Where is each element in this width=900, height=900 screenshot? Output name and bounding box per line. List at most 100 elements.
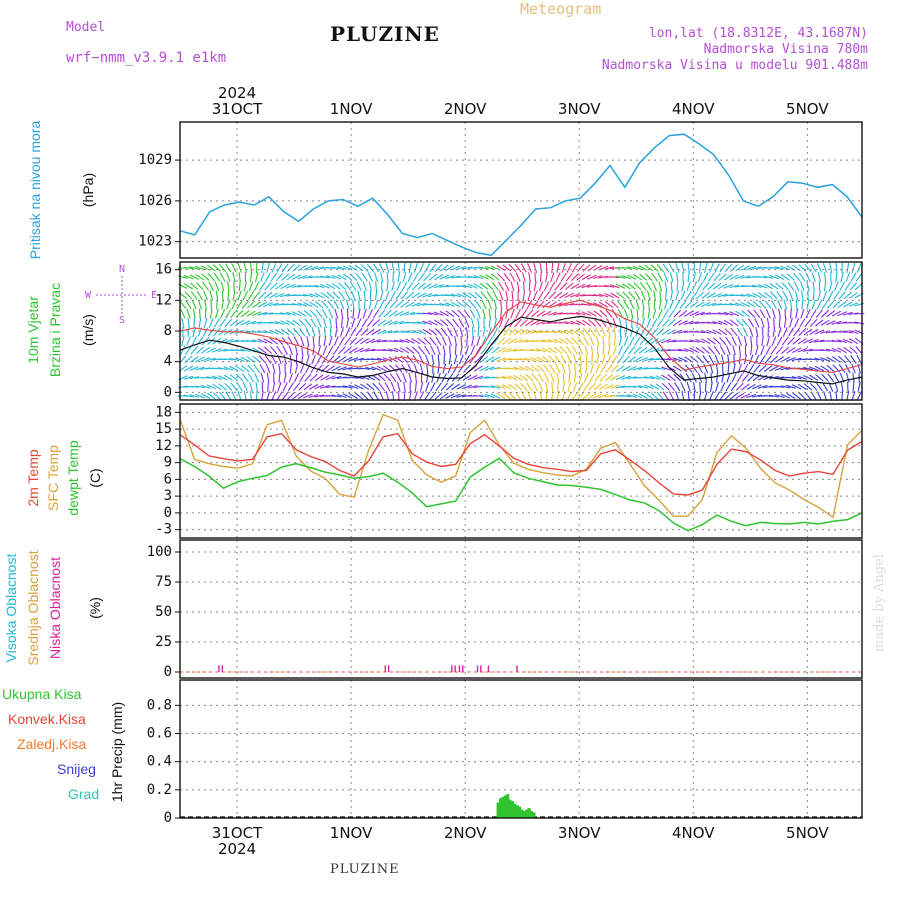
wind-barb xyxy=(644,264,654,272)
wind-barb xyxy=(558,321,569,325)
wind-barb xyxy=(690,301,699,309)
wind-barb xyxy=(757,292,768,299)
wind-barb xyxy=(513,348,524,352)
wind-barb xyxy=(685,373,692,383)
cloud-high-label: Visoka Oblacnost xyxy=(3,554,19,663)
wind-barb xyxy=(237,391,242,401)
wind-barb xyxy=(740,302,751,308)
wind-barb xyxy=(672,319,682,327)
wind-barb xyxy=(609,384,620,390)
wind-barb xyxy=(451,383,461,391)
wind-barb xyxy=(662,391,670,401)
wind-barb xyxy=(805,308,811,319)
wind-barb xyxy=(646,290,651,301)
wind-barb xyxy=(715,381,720,392)
wind-barb xyxy=(437,363,440,374)
wind-barb xyxy=(475,345,482,355)
wind-barb xyxy=(681,262,685,274)
wind-barb xyxy=(406,355,414,364)
wind-barb xyxy=(600,364,607,374)
wind-barb xyxy=(288,372,294,383)
temp-unit: (C) xyxy=(87,468,103,487)
wind-barb xyxy=(249,262,253,274)
wind-barb xyxy=(760,345,765,356)
wind-barb xyxy=(246,339,257,343)
wind-barb xyxy=(456,384,466,390)
wind-barb xyxy=(587,274,597,280)
wind-barb xyxy=(649,375,660,380)
wind-barb xyxy=(685,290,692,300)
wind-barb xyxy=(678,356,688,363)
wind-barb xyxy=(778,317,781,328)
wind-barb xyxy=(518,339,529,344)
wind-barb xyxy=(242,382,248,392)
wind-barb xyxy=(687,262,690,274)
wind-barb xyxy=(816,391,822,401)
wind-barb xyxy=(329,317,333,328)
wind-barb xyxy=(482,308,486,319)
wind-barb xyxy=(434,264,443,272)
wind-barb xyxy=(388,348,399,353)
wind-barb xyxy=(203,317,208,328)
wind-barb xyxy=(292,264,301,272)
wind-barb xyxy=(581,311,592,317)
wind-barb xyxy=(675,391,680,401)
ytick-label-4-3: 0.6 xyxy=(147,726,172,742)
wind-barb xyxy=(435,382,442,392)
wind-barb xyxy=(634,290,641,300)
wind-barb xyxy=(422,283,432,290)
wind-barb xyxy=(644,337,653,345)
wind-barb xyxy=(274,303,285,306)
wind-barb xyxy=(219,318,227,328)
wind-barb xyxy=(808,338,819,344)
wind-barb xyxy=(513,328,523,336)
wind-barb xyxy=(663,299,668,310)
wind-barb xyxy=(652,308,657,319)
wind-barb xyxy=(238,281,241,292)
wind-barb xyxy=(203,290,209,301)
wind-barb xyxy=(481,299,487,310)
wind-barb xyxy=(399,339,410,344)
wind-barb xyxy=(669,272,674,283)
wind-barb xyxy=(732,363,736,374)
wind-barb xyxy=(302,293,313,298)
wind-barb xyxy=(427,312,438,316)
wind-barb xyxy=(757,284,768,289)
wind-barb xyxy=(464,345,470,356)
wind-barb xyxy=(618,317,623,328)
wind-barb xyxy=(783,299,788,310)
wind-barb xyxy=(592,275,603,280)
wind-barb xyxy=(609,284,620,289)
wind-barb xyxy=(565,272,573,282)
wind-barb xyxy=(462,300,472,309)
ytick-label-3-0: 0 xyxy=(164,664,172,680)
wind-barb xyxy=(339,299,345,310)
wind-barb xyxy=(321,354,329,364)
wind-barb xyxy=(579,363,582,374)
wind-barb xyxy=(232,290,236,301)
wind-barb xyxy=(736,373,743,383)
wind-barb xyxy=(786,392,796,400)
wind-barb xyxy=(430,345,436,356)
wind-barb xyxy=(559,346,568,355)
wind-barb xyxy=(252,301,262,309)
wind-barb xyxy=(211,367,222,370)
wind-barb xyxy=(640,290,646,301)
wind-barb xyxy=(612,318,618,328)
wind-barb xyxy=(511,290,514,301)
wind-barb xyxy=(691,372,697,383)
wind-barb xyxy=(385,391,390,401)
wind-barb xyxy=(729,311,739,317)
wind-barb xyxy=(527,263,533,273)
wind-barb xyxy=(393,339,404,343)
wind-barb xyxy=(539,263,543,273)
cloud-low-label: Niska Oblacnost xyxy=(47,557,63,659)
wind-barb xyxy=(493,317,498,328)
wind-barb xyxy=(417,337,426,345)
wind-barb xyxy=(467,283,478,289)
wind-barb xyxy=(189,356,199,363)
wind-barb xyxy=(507,348,518,353)
wind-barb xyxy=(562,381,565,392)
wind-barb xyxy=(528,281,531,292)
wind-barb xyxy=(473,375,484,380)
